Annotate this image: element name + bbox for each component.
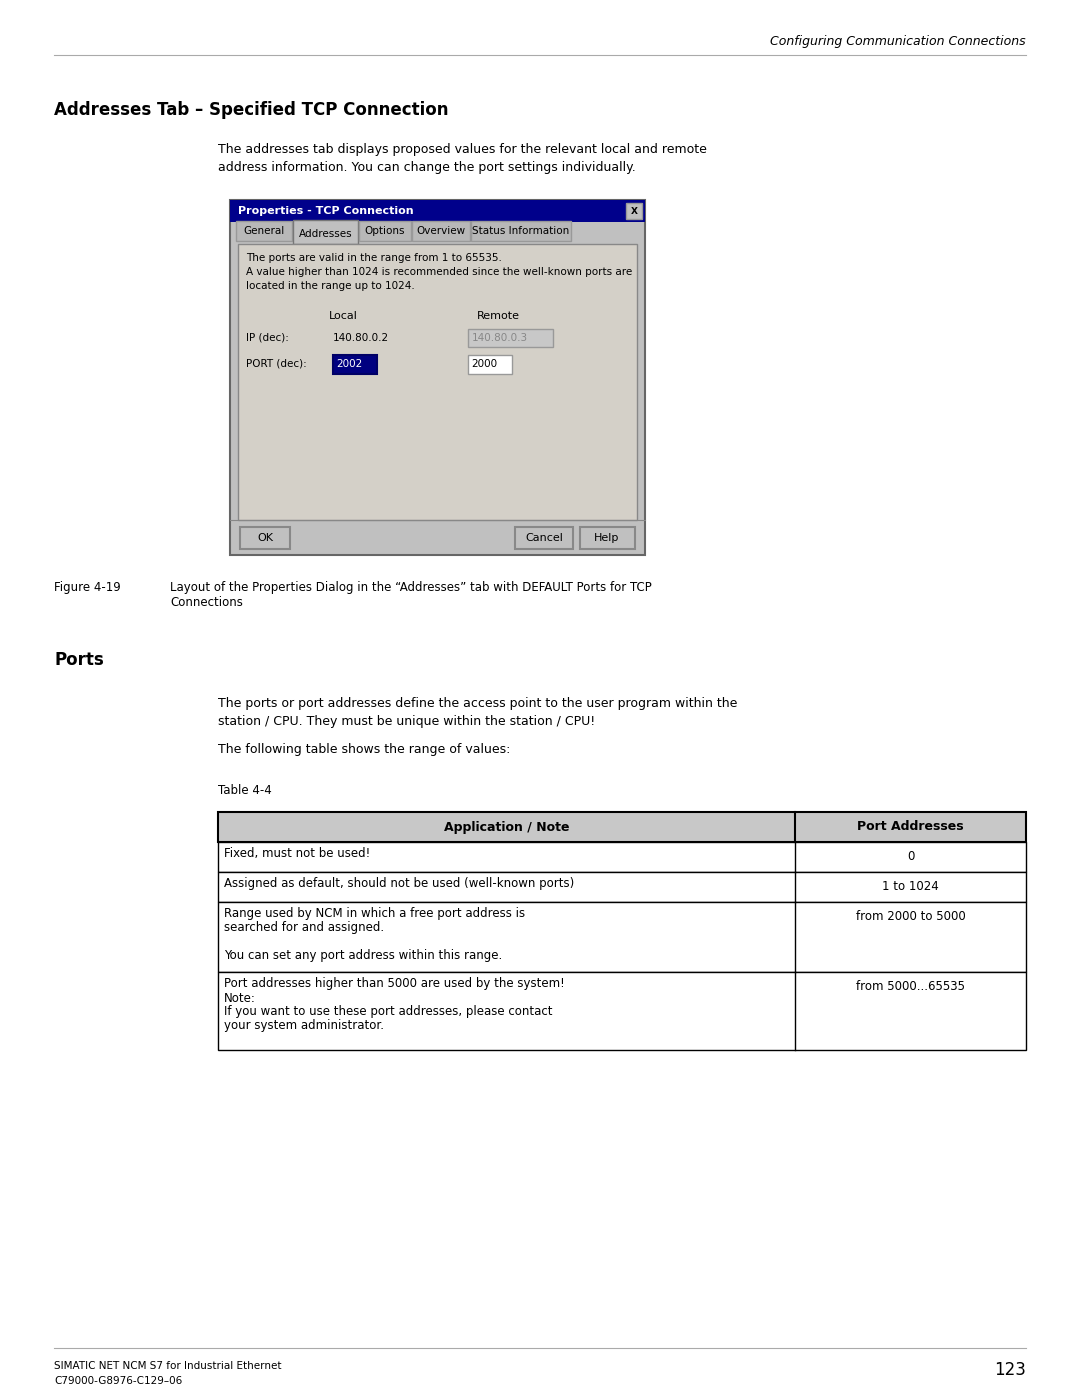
Text: Table 4-4: Table 4-4 [218, 784, 272, 796]
Bar [411, 221, 470, 242]
Text: from 2000 to 5000: from 2000 to 5000 [855, 909, 966, 922]
Text: PORT (dec):: PORT (dec): [246, 359, 307, 369]
Text: Properties - TCP Connection: Properties - TCP Connection [238, 205, 414, 217]
Text: 0: 0 [907, 849, 914, 862]
Text: You can set any port address within this range.: You can set any port address within this… [224, 950, 502, 963]
Text: searched for and assigned.: searched for and assigned. [224, 922, 384, 935]
Text: Cancel: Cancel [525, 534, 563, 543]
Text: located in the range up to 1024.: located in the range up to 1024. [246, 281, 415, 291]
Text: Assigned as default, should not be used (well-known ports): Assigned as default, should not be used … [224, 877, 575, 890]
Bar [626, 203, 642, 219]
Bar [238, 244, 637, 520]
Text: Range used by NCM in which a free port address is: Range used by NCM in which a free port a… [224, 908, 525, 921]
Text: 1 to 1024: 1 to 1024 [882, 880, 939, 893]
Text: The ports are valid in the range from 1 to 65535.: The ports are valid in the range from 1 … [246, 253, 502, 263]
Bar [359, 221, 411, 242]
Bar [468, 330, 553, 346]
Text: 2000: 2000 [471, 359, 497, 369]
Text: 123: 123 [994, 1361, 1026, 1379]
Text: The following table shows the range of values:: The following table shows the range of v… [218, 743, 511, 757]
Text: your system administrator.: your system administrator. [224, 1020, 384, 1032]
Text: C79000-G8976-C129–06: C79000-G8976-C129–06 [54, 1376, 183, 1386]
Text: The ports or port addresses define the access point to the user program within t: The ports or port addresses define the a… [218, 697, 738, 710]
Bar [471, 221, 571, 242]
Text: 2002: 2002 [336, 359, 362, 369]
Text: address information. You can change the port settings individually.: address information. You can change the … [218, 162, 636, 175]
Text: Overview: Overview [417, 226, 465, 236]
Bar [218, 972, 1026, 1051]
Bar [293, 219, 357, 244]
Bar [230, 200, 645, 555]
Text: from 5000...65535: from 5000...65535 [856, 979, 966, 992]
Bar [218, 812, 1026, 842]
Text: Status Information: Status Information [472, 226, 569, 236]
Text: SIMATIC NET NCM S7 for Industrial Ethernet: SIMATIC NET NCM S7 for Industrial Ethern… [54, 1361, 282, 1370]
Text: Ports: Ports [54, 651, 104, 669]
Text: The addresses tab displays proposed values for the relevant local and remote: The addresses tab displays proposed valu… [218, 144, 707, 156]
Text: IP (dec):: IP (dec): [246, 332, 288, 344]
Text: Port Addresses: Port Addresses [858, 820, 963, 834]
Text: 140.80.0.2: 140.80.0.2 [333, 332, 389, 344]
Text: Addresses: Addresses [299, 229, 352, 239]
Bar [237, 221, 292, 242]
Text: Local: Local [328, 312, 357, 321]
Text: Layout of the Properties Dialog in the “Addresses” tab with DEFAULT Ports for TC: Layout of the Properties Dialog in the “… [170, 581, 651, 594]
Text: OK: OK [257, 534, 273, 543]
Text: Addresses Tab – Specified TCP Connection: Addresses Tab – Specified TCP Connection [54, 101, 448, 119]
Bar [580, 527, 635, 549]
Text: X: X [631, 207, 637, 215]
Bar [468, 355, 512, 374]
Text: General: General [243, 226, 285, 236]
Text: Application / Note: Application / Note [444, 820, 569, 834]
Text: Remote: Remote [476, 312, 519, 321]
Text: Fixed, must not be used!: Fixed, must not be used! [224, 848, 370, 861]
Bar [218, 872, 1026, 902]
Text: Note:: Note: [224, 992, 256, 1004]
Bar [515, 527, 573, 549]
Text: A value higher than 1024 is recommended since the well-known ports are: A value higher than 1024 is recommended … [246, 267, 632, 277]
Bar [230, 200, 645, 222]
Bar [218, 902, 1026, 972]
Text: Figure 4-19: Figure 4-19 [54, 581, 121, 594]
Text: Configuring Communication Connections: Configuring Communication Connections [770, 35, 1026, 49]
Bar [333, 355, 377, 374]
Text: Port addresses higher than 5000 are used by the system!: Port addresses higher than 5000 are used… [224, 978, 565, 990]
Bar [218, 842, 1026, 872]
Text: Options: Options [365, 226, 405, 236]
Text: Connections: Connections [170, 597, 243, 609]
Bar [240, 527, 291, 549]
Text: 140.80.0.3: 140.80.0.3 [472, 332, 528, 344]
Text: If you want to use these port addresses, please contact: If you want to use these port addresses,… [224, 1006, 553, 1018]
Text: station / CPU. They must be unique within the station / CPU!: station / CPU. They must be unique withi… [218, 714, 595, 728]
Text: Help: Help [594, 534, 620, 543]
